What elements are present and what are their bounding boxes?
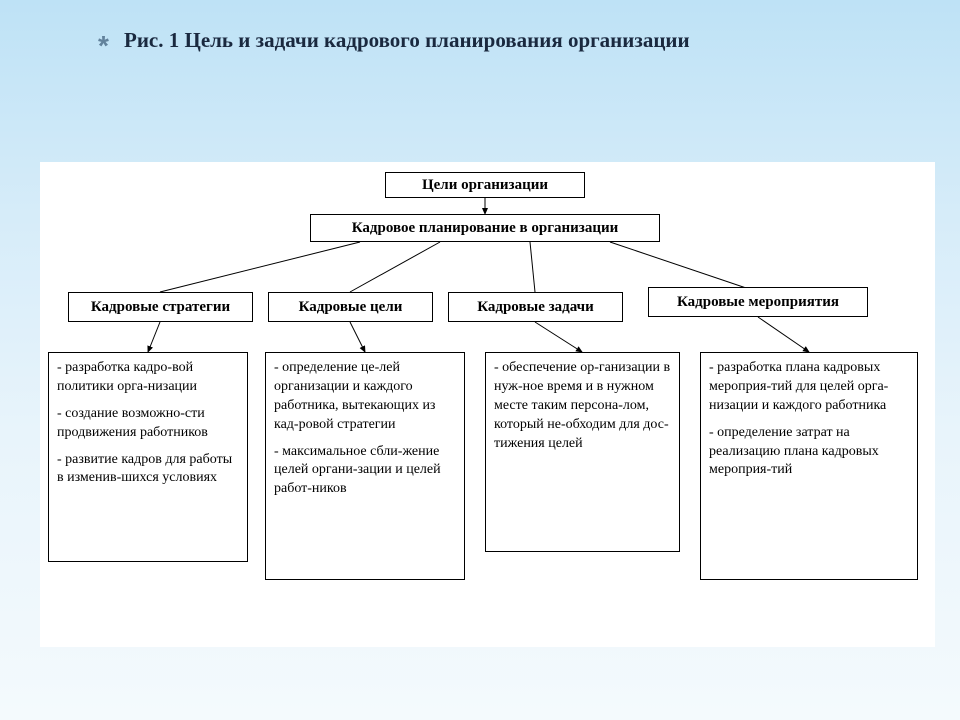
node-col4-head-label: Кадровые мероприятия (677, 294, 839, 311)
node-col4-head: Кадровые мероприятия (648, 287, 868, 317)
detail-item: - создание возможно-сти продвижения рабо… (57, 405, 239, 443)
node-root: Цели организации (385, 172, 585, 198)
diagram-container: Цели организации Кадровое планирование в… (40, 162, 935, 647)
node-root-label: Цели организации (422, 177, 548, 194)
slide-title: Рис. 1 Цель и задачи кадрового планирова… (124, 28, 690, 53)
detail-item: - определение затрат на реализацию плана… (709, 424, 909, 481)
detail-col1: - разработка кадро-вой политики орга-низ… (48, 352, 248, 562)
node-planning: Кадровое планирование в организации (310, 214, 660, 242)
node-col3-head: Кадровые задачи (448, 292, 623, 322)
node-planning-label: Кадровое планирование в организации (352, 220, 619, 237)
detail-item: - обеспечение ор-ганизации в нуж-ное вре… (494, 359, 671, 453)
detail-item: - максимальное сбли-жение целей органи-з… (274, 443, 456, 500)
node-col3-head-label: Кадровые задачи (477, 299, 594, 316)
detail-item: - развитие кадров для работы в изменив-ш… (57, 451, 239, 489)
detail-item: - разработка плана кадровых мероприя-тий… (709, 359, 909, 416)
detail-col2: - определение це-лей организации и каждо… (265, 352, 465, 580)
bullet-asterisk: * (98, 30, 109, 62)
detail-col3: - обеспечение ор-ганизации в нуж-ное вре… (485, 352, 680, 552)
detail-col4: - разработка плана кадровых мероприя-тий… (700, 352, 918, 580)
detail-item: - разработка кадро-вой политики орга-низ… (57, 359, 239, 397)
node-col2-head-label: Кадровые цели (299, 299, 403, 316)
node-col2-head: Кадровые цели (268, 292, 433, 322)
node-col1-head-label: Кадровые стратегии (91, 299, 230, 316)
node-col1-head: Кадровые стратегии (68, 292, 253, 322)
detail-item: - определение це-лей организации и каждо… (274, 359, 456, 435)
